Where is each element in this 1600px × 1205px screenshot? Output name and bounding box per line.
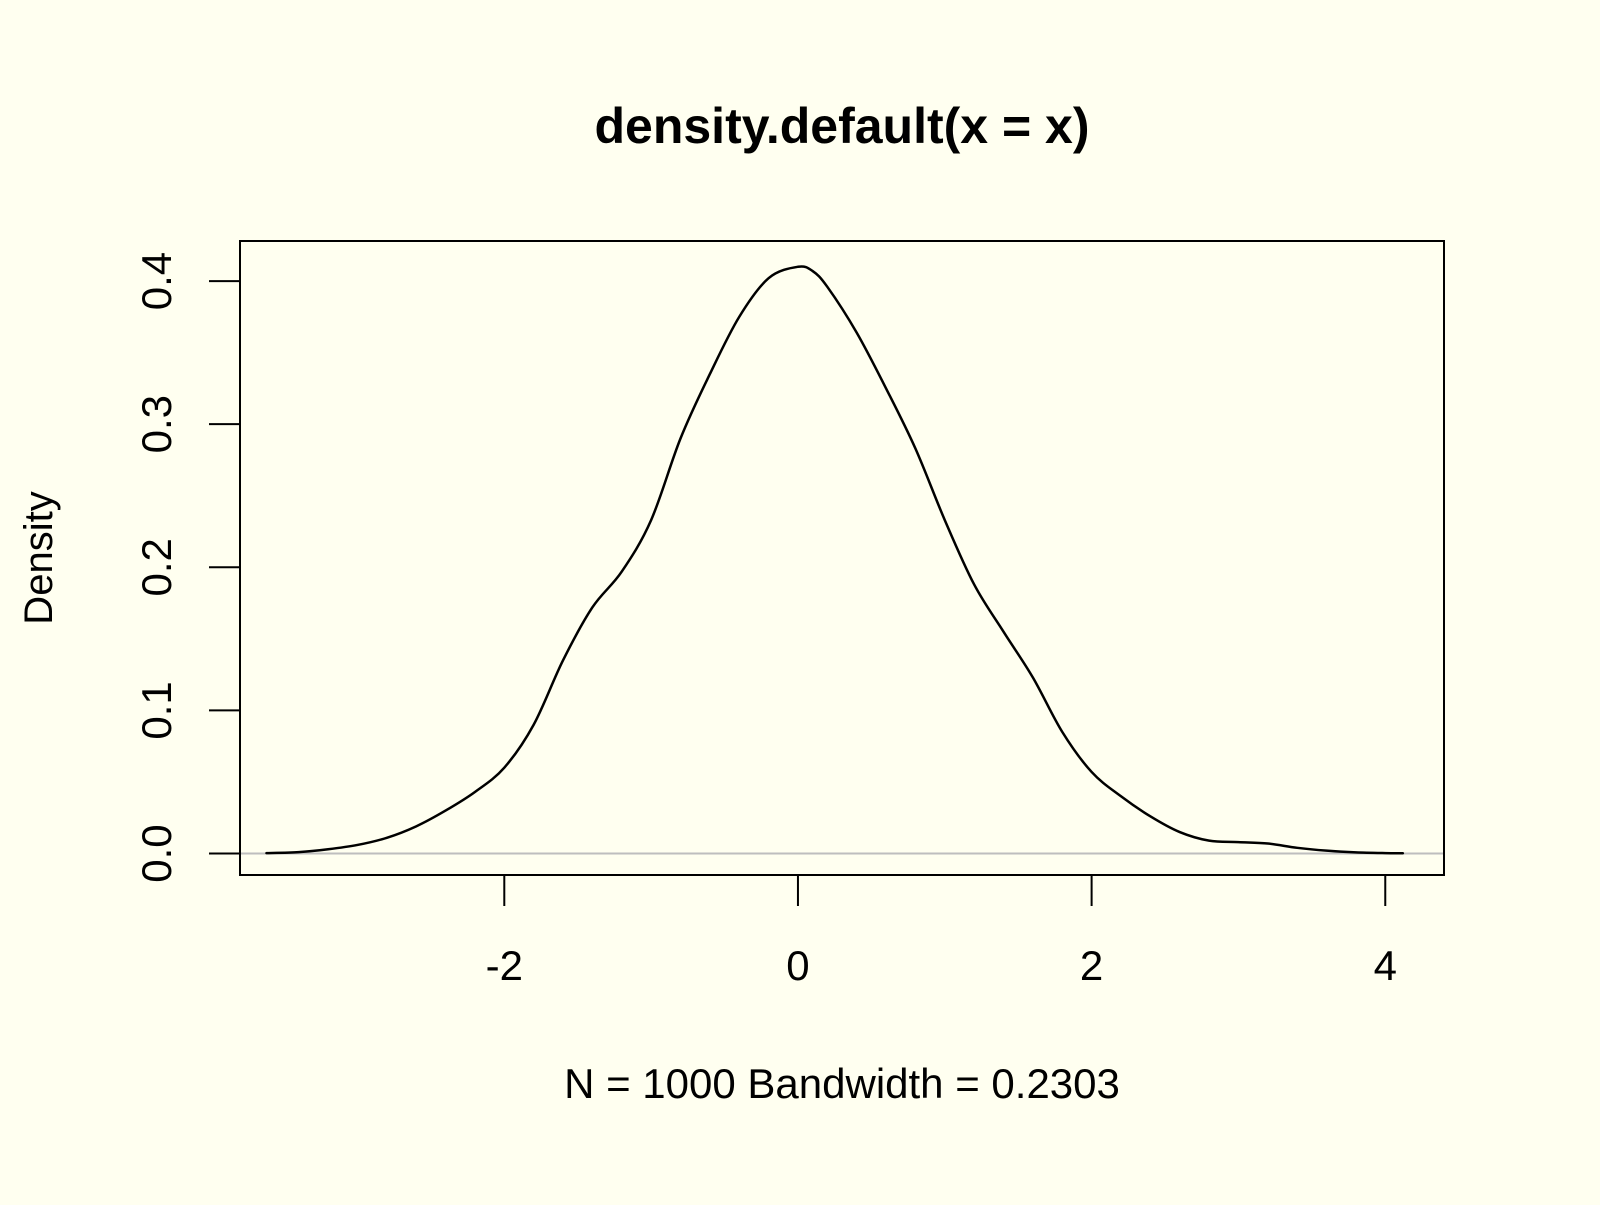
- x-tick-label: 4: [1374, 942, 1397, 989]
- x-axis-label: N = 1000 Bandwidth = 0.2303: [564, 1060, 1120, 1107]
- chart-title: density.default(x = x): [594, 98, 1089, 154]
- x-tick-label: -2: [486, 942, 523, 989]
- y-tick-label: 0.1: [133, 681, 180, 739]
- y-tick-label: 0.3: [133, 395, 180, 453]
- y-axis: 0.0 0.1 0.2 0.3 0.4: [133, 252, 241, 883]
- y-tick-label: 0.2: [133, 538, 180, 596]
- x-tick-label: 2: [1080, 942, 1103, 989]
- x-tick-label: 0: [786, 942, 809, 989]
- series-layer: [265, 265, 1405, 855]
- y-tick-label: 0.0: [133, 824, 180, 882]
- x-axis: -2 0 2 4: [486, 874, 1397, 989]
- plot-frame: [239, 240, 1445, 876]
- density-curve: [265, 265, 1405, 855]
- y-axis-label: Density: [17, 491, 61, 624]
- y-tick-label: 0.4: [133, 252, 180, 310]
